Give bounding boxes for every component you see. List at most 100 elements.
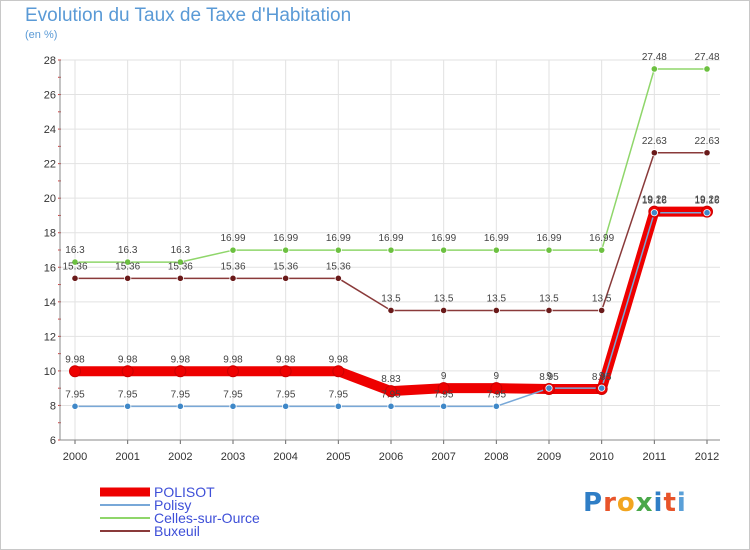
data-label: 16.99: [220, 233, 245, 244]
data-label: 7.95: [223, 389, 243, 400]
data-label: 19.22: [694, 195, 719, 206]
data-point: [703, 209, 711, 217]
data-point: [545, 384, 553, 392]
data-label: 16.3: [65, 245, 85, 256]
data-point: [440, 306, 448, 315]
y-tick-label: 14: [44, 297, 56, 309]
chart-title: Evolution du Taux de Taxe d'Habitation: [25, 5, 352, 26]
data-label: 15.36: [168, 261, 193, 272]
x-tick-label: 2012: [695, 451, 719, 463]
data-label: 8.95: [592, 372, 612, 383]
data-point: [121, 365, 134, 378]
data-label: 13.5: [487, 293, 507, 304]
data-point: [124, 402, 132, 410]
x-tick-label: 2010: [589, 451, 613, 463]
data-label: 7.95: [487, 389, 507, 400]
y-tick-label: 28: [44, 55, 56, 67]
logo-letter: r: [603, 488, 617, 518]
data-label: 16.99: [536, 233, 561, 244]
data-point: [440, 402, 448, 410]
data-point: [176, 258, 184, 266]
data-point: [282, 246, 290, 254]
data-label: 22.63: [642, 136, 667, 147]
data-label: 9.98: [223, 354, 243, 365]
proxiti-logo: Proxiti: [583, 488, 687, 518]
x-tick-label: 2008: [484, 451, 508, 463]
x-tick-label: 2000: [63, 451, 87, 463]
data-label: 16.99: [431, 233, 456, 244]
x-tick-label: 2009: [537, 451, 561, 463]
data-label: 7.95: [329, 389, 349, 400]
data-point: [598, 384, 606, 392]
data-label: 8.95: [539, 372, 559, 383]
data-point: [490, 382, 503, 395]
data-label: 27.48: [642, 52, 667, 63]
y-tick-label: 8: [50, 400, 56, 412]
data-point: [229, 402, 237, 410]
data-label: 9: [546, 371, 552, 382]
y-tick-label: 22: [44, 159, 56, 171]
data-point: [334, 402, 342, 410]
logo-letter: x: [635, 488, 654, 518]
data-point: [598, 246, 606, 254]
data-point: [545, 246, 553, 254]
data-label: 7.95: [171, 389, 191, 400]
data-label: 16.99: [378, 233, 403, 244]
data-point: [124, 274, 132, 282]
data-point: [229, 246, 237, 254]
data-point: [334, 274, 342, 282]
data-point: [71, 258, 79, 266]
data-label: 8.83: [381, 374, 401, 385]
data-point: [332, 365, 345, 378]
data-label: 9.98: [276, 354, 296, 365]
data-label: 16.99: [273, 233, 298, 244]
y-tick-label: 26: [44, 90, 56, 102]
data-point: [387, 246, 395, 254]
data-point: [334, 246, 342, 254]
data-point: [227, 365, 239, 378]
chart-subtitle: (en %): [25, 29, 58, 41]
data-point: [124, 258, 132, 266]
data-point: [71, 274, 79, 282]
logo-letter: t: [663, 488, 677, 518]
y-tick-label: 16: [44, 262, 56, 274]
legend-label-3: Buxeuil: [154, 523, 200, 539]
data-label: 7.95: [381, 389, 401, 400]
logo-letter: i: [676, 488, 687, 518]
data-label: 7.95: [65, 389, 85, 400]
x-tick-label: 2001: [115, 451, 139, 463]
data-label: 16.99: [326, 233, 351, 244]
data-point: [387, 306, 395, 315]
data-point: [282, 402, 290, 410]
data-point: [650, 209, 658, 217]
data-point: [598, 306, 606, 315]
data-label: 13.5: [592, 293, 612, 304]
data-point: [71, 402, 79, 410]
y-tick-label: 24: [44, 124, 56, 136]
data-label: 7.95: [118, 389, 138, 400]
data-label: 15.36: [273, 261, 298, 272]
legend-label-2: Celles-sur-Ource: [154, 510, 260, 526]
data-point: [703, 149, 711, 157]
data-label: 13.5: [434, 293, 454, 304]
y-tick-label: 12: [44, 331, 56, 343]
data-label: 9: [599, 371, 605, 382]
data-point: [176, 402, 184, 410]
legend-label-1: Polisy: [154, 497, 191, 513]
data-point: [440, 246, 448, 254]
data-point: [282, 274, 290, 282]
data-label: 7.95: [276, 389, 296, 400]
data-point: [492, 306, 500, 315]
data-label: 19.16: [642, 196, 667, 207]
data-label: 15.36: [220, 261, 245, 272]
y-tick-label: 18: [44, 228, 56, 240]
x-tick-label: 2011: [643, 451, 667, 463]
x-tick-label: 2007: [431, 451, 455, 463]
data-point: [650, 149, 658, 157]
data-label: 19.16: [694, 196, 719, 207]
data-point: [650, 65, 658, 73]
data-point: [492, 402, 500, 410]
data-label: 9.98: [65, 354, 85, 365]
x-tick-label: 2002: [168, 451, 192, 463]
data-point: [385, 385, 397, 398]
